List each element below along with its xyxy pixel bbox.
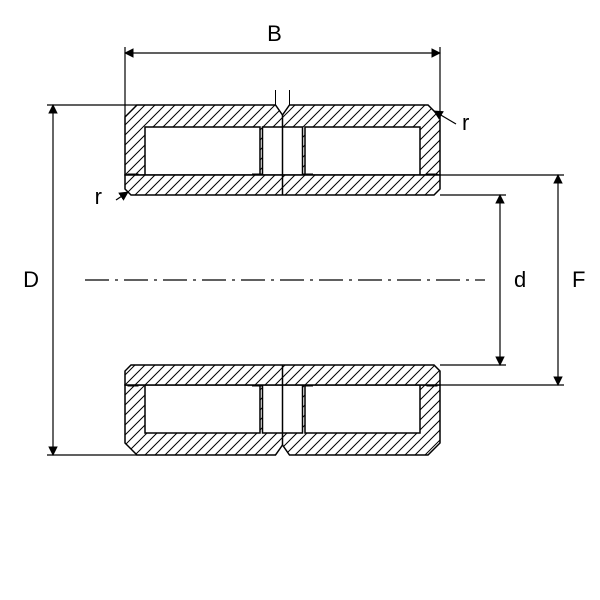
svg-text:d: d [514,267,526,292]
svg-text:B: B [267,21,282,46]
svg-text:D: D [23,267,39,292]
bearing-cross-section-diagram: B D Fd r r [0,0,600,600]
svg-text:r: r [462,110,469,135]
svg-text:r: r [95,184,102,209]
svg-text:F: F [572,267,585,292]
